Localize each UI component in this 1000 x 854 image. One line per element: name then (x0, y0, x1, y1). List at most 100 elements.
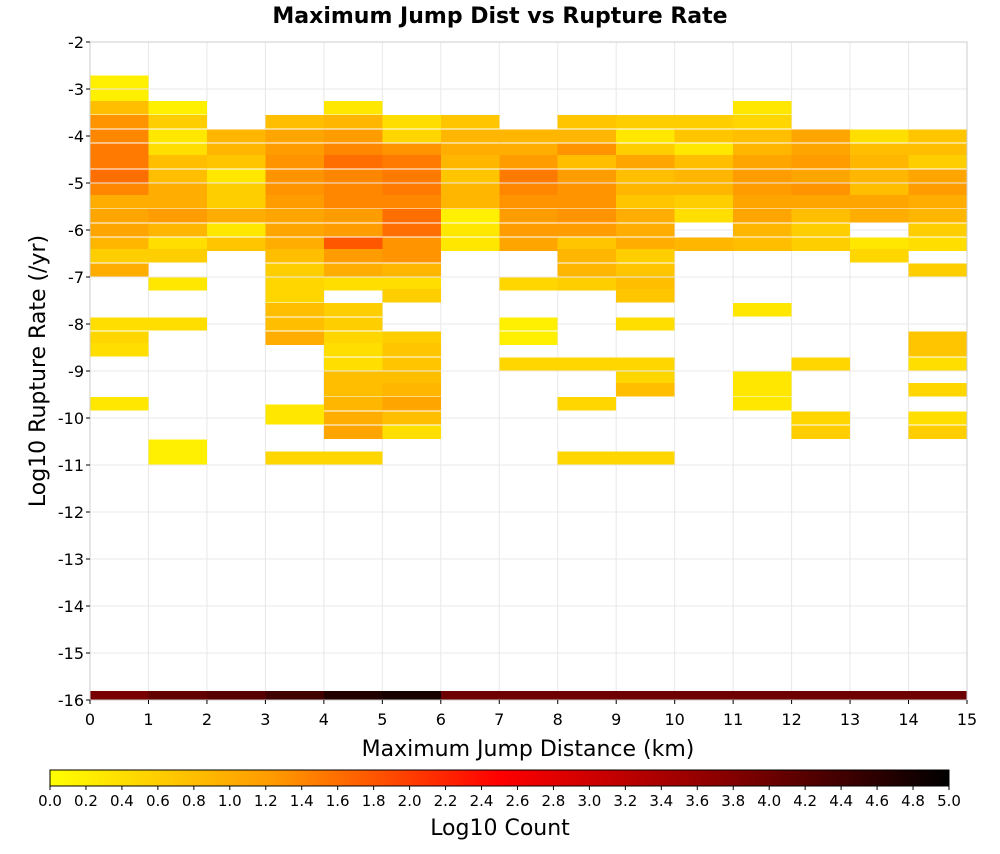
heatmap-cell (265, 317, 324, 331)
x-tick-label: 13 (840, 710, 860, 729)
heatmap-cell (733, 143, 792, 157)
heatmap-cell (908, 129, 967, 143)
colorbar-tick-label: 3.4 (649, 792, 673, 810)
heatmap-cell (850, 209, 909, 223)
colorbar-tick-label: 4.8 (901, 792, 925, 810)
heatmap-cell (148, 209, 207, 223)
heatmap-cell (206, 237, 266, 251)
colorbar-tick-label: 0.0 (38, 792, 62, 810)
heatmap-cell (557, 249, 617, 263)
x-tick-label: 10 (664, 710, 684, 729)
heatmap-cell (265, 237, 324, 251)
heatmap-cell (616, 357, 675, 371)
heatmap-cell (265, 249, 324, 263)
y-tick-label: -10 (58, 409, 84, 428)
heatmap-cell (557, 263, 617, 277)
heatmap-cell (148, 183, 207, 197)
heatmap-cell (791, 155, 851, 169)
heatmap-cell (323, 101, 383, 115)
colorbar-tick-label: 3.2 (613, 792, 637, 810)
heatmap-cell (382, 169, 441, 183)
heatmap-cell (616, 143, 675, 157)
heatmap-cell (557, 357, 617, 371)
heatmap-cell (733, 129, 792, 143)
heatmap-cell (499, 195, 558, 209)
heatmap-cell (382, 155, 441, 169)
heatmap-cell-bottom (908, 691, 967, 700)
colorbar-tick-label: 1.0 (218, 792, 242, 810)
heatmap-cell (499, 209, 558, 223)
heatmap-cell (499, 277, 558, 291)
heatmap-cell (791, 169, 851, 183)
heatmap-cell (148, 317, 207, 331)
heatmap-cell (265, 411, 324, 425)
y-tick-label: -12 (58, 503, 84, 522)
heatmap-cell (733, 195, 792, 209)
heatmap-cell (206, 195, 266, 209)
heatmap-cell (674, 115, 734, 129)
heatmap-cell (674, 195, 734, 209)
colorbar-tick-label: 0.4 (110, 792, 134, 810)
heatmap-cell (382, 331, 441, 345)
heatmap-cell (382, 115, 441, 129)
heatmap-cell (148, 439, 207, 453)
heatmap-cell (382, 143, 441, 157)
heatmap-cell (265, 277, 324, 291)
heatmap-cell (908, 183, 967, 197)
heatmap-cell (90, 343, 149, 357)
colorbar-tick-label: 2.6 (506, 792, 530, 810)
y-axis-ticks: -2 -3 -4 -5 -6 -7 -8 -9 -10 -11 -12 -13 -14 -15 -16 (58, 33, 90, 710)
heatmap-cell (440, 115, 500, 129)
heatmap-cell (382, 237, 441, 251)
x-tick-label: 8 (553, 710, 563, 729)
heatmap-cell (499, 357, 558, 371)
heatmap-cell (90, 249, 149, 263)
y-axis-label: Log10 Rupture Rate (/yr) (26, 235, 51, 507)
heatmap-cell (382, 397, 441, 411)
y-tick-label: -9 (68, 362, 84, 381)
heatmap-cell (499, 317, 558, 331)
x-tick-label: 9 (611, 710, 621, 729)
heatmap-cell (908, 155, 967, 169)
heatmap-cell (733, 371, 792, 385)
heatmap-cell (148, 195, 207, 209)
heatmap-cell (265, 195, 324, 209)
colorbar-tick-label: 0.2 (74, 792, 98, 810)
heatmap-cell (616, 277, 675, 291)
y-tick-label: -7 (68, 268, 84, 287)
heatmap-cell (323, 303, 383, 317)
heatmap-cell (148, 129, 207, 143)
heatmap-cell (791, 195, 851, 209)
heatmap-cell (323, 237, 383, 251)
heatmap-cell (557, 451, 617, 465)
heatmap-cell (206, 223, 266, 237)
heatmap-cell (557, 129, 617, 143)
heatmap-cell (382, 223, 441, 237)
y-tick-label: -13 (58, 550, 84, 569)
heatmap-cell (557, 237, 617, 251)
x-tick-label: 3 (260, 710, 270, 729)
heatmap-cell (908, 263, 967, 277)
colorbar-ticks: 0.0 0.2 0.4 0.6 0.8 1.0 1.2 1.4 1.6 1.8 2.0 2.2 2.4 2… (38, 786, 961, 810)
heatmap-cell (148, 115, 207, 129)
x-tick-label: 12 (781, 710, 801, 729)
x-tick-label: 14 (898, 710, 918, 729)
heatmap-cell (206, 169, 266, 183)
heatmap-cell (733, 169, 792, 183)
heatmap-cell (557, 397, 617, 411)
heatmap-cell (206, 155, 266, 169)
heatmap-cell (206, 183, 266, 197)
heatmap-cell-bottom (674, 691, 734, 700)
heatmap-cell (206, 209, 266, 223)
heatmap-cell (265, 451, 324, 465)
heatmap-cell (90, 263, 149, 277)
heatmap-cell (148, 169, 207, 183)
heatmap-cell (382, 209, 441, 223)
heatmap-cell (148, 451, 207, 465)
heatmap-cell (908, 169, 967, 183)
heatmap-cell (908, 237, 967, 251)
heatmap-cell (908, 357, 967, 371)
heatmap-cell (616, 209, 675, 223)
heatmap-cell (850, 155, 909, 169)
heatmap-cell (265, 303, 324, 317)
